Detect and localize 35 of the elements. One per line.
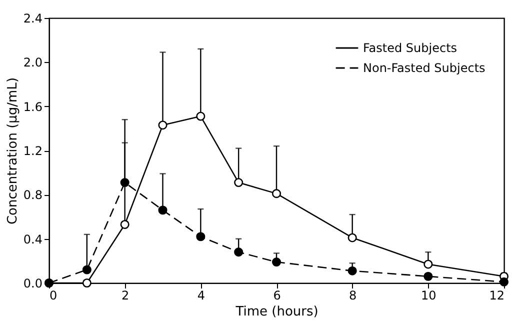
- x-tick-label: 0: [50, 288, 58, 302]
- x-tick-label: 4: [197, 288, 205, 302]
- x-tick-label: 6: [273, 288, 281, 302]
- point: [272, 189, 282, 198]
- point: [234, 178, 244, 188]
- point: [272, 258, 282, 267]
- y-tick-label: 1.2: [23, 144, 42, 158]
- x-tick-label: 8: [349, 288, 357, 302]
- y-tick-label: 2.4: [23, 12, 42, 26]
- x-tick-label: 2: [122, 288, 130, 302]
- point: [120, 178, 130, 188]
- y-tick-label: 0.4: [23, 232, 42, 246]
- point: [158, 206, 168, 215]
- point: [120, 220, 130, 229]
- point: [348, 233, 357, 242]
- point: [424, 272, 433, 281]
- point: [82, 265, 92, 274]
- y-tick-label: 0.8: [23, 188, 42, 202]
- legend-label: Non-Fasted Subjects: [363, 61, 486, 75]
- point: [234, 248, 244, 257]
- y-tick-label: 2.0: [23, 56, 42, 70]
- x-tick-label: 12: [489, 288, 504, 302]
- y-tick-label: 1.6: [23, 100, 42, 114]
- y-tick-label: 0.0: [23, 276, 42, 290]
- point: [196, 112, 206, 121]
- legend-label: Fasted Subjects: [363, 41, 458, 55]
- y-axis-title: Concentration (μg/mL): [5, 77, 20, 225]
- point: [424, 260, 433, 269]
- point: [499, 277, 509, 286]
- point: [348, 266, 357, 276]
- x-axis-title: Time (hours): [234, 304, 318, 320]
- point: [82, 278, 92, 288]
- point: [158, 120, 168, 130]
- x-tick-label: 10: [421, 288, 436, 302]
- point: [196, 232, 206, 242]
